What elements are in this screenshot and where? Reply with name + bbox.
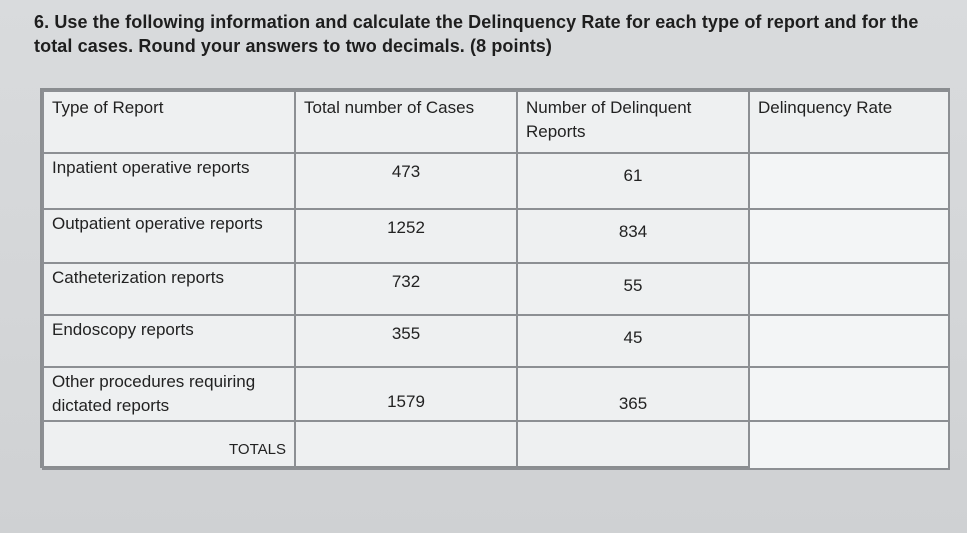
row-total: 732 <box>294 262 518 316</box>
totals-delinquent-input[interactable] <box>516 420 750 470</box>
row-type: Inpatient operative reports <box>42 152 296 210</box>
question-line-2: total cases. Round your answers to two d… <box>34 36 553 56</box>
totals-label: TOTALS <box>42 420 296 470</box>
row-delinquent: 834 <box>516 208 750 264</box>
table-row: Catheterization reports 732 55 <box>42 262 950 316</box>
row-type: Other procedures requiring dictated repo… <box>42 366 296 422</box>
table-row: Inpatient operative reports 473 61 <box>42 152 950 210</box>
table-row: Outpatient operative reports 1252 834 <box>42 208 950 264</box>
row-delinquent: 45 <box>516 314 750 368</box>
header-type-of-report: Type of Report <box>42 90 296 154</box>
header-delinquent-reports: Number of Delinquent Reports <box>516 90 750 154</box>
row-total: 355 <box>294 314 518 368</box>
row-total: 1252 <box>294 208 518 264</box>
question-text: 6. Use the following information and cal… <box>34 10 954 58</box>
totals-rate-input[interactable] <box>748 420 950 470</box>
table-header-row: Type of Report Total number of Cases Num… <box>42 90 950 154</box>
totals-total-input[interactable] <box>294 420 518 470</box>
header-delinquency-rate: Delinquency Rate <box>748 90 950 154</box>
row-delinquent: 55 <box>516 262 750 316</box>
row-delinquent: 365 <box>516 366 750 422</box>
row-total: 1579 <box>294 366 518 422</box>
row-total: 473 <box>294 152 518 210</box>
row-delinquent: 61 <box>516 152 750 210</box>
delinquency-table: Type of Report Total number of Cases Num… <box>42 90 950 470</box>
row-rate-input[interactable] <box>748 208 950 264</box>
question-line-1: 6. Use the following information and cal… <box>34 12 919 32</box>
header-total-cases: Total number of Cases <box>294 90 518 154</box>
row-type: Catheterization reports <box>42 262 296 316</box>
row-rate-input[interactable] <box>748 152 950 210</box>
row-rate-input[interactable] <box>748 366 950 422</box>
row-type: Endoscopy reports <box>42 314 296 368</box>
row-rate-input[interactable] <box>748 262 950 316</box>
table-row: Other procedures requiring dictated repo… <box>42 366 950 422</box>
totals-row: TOTALS <box>42 420 950 470</box>
report-table-container: Type of Report Total number of Cases Num… <box>40 88 950 470</box>
row-rate-input[interactable] <box>748 314 950 368</box>
row-type: Outpatient operative reports <box>42 208 296 264</box>
table-row: Endoscopy reports 355 45 <box>42 314 950 368</box>
